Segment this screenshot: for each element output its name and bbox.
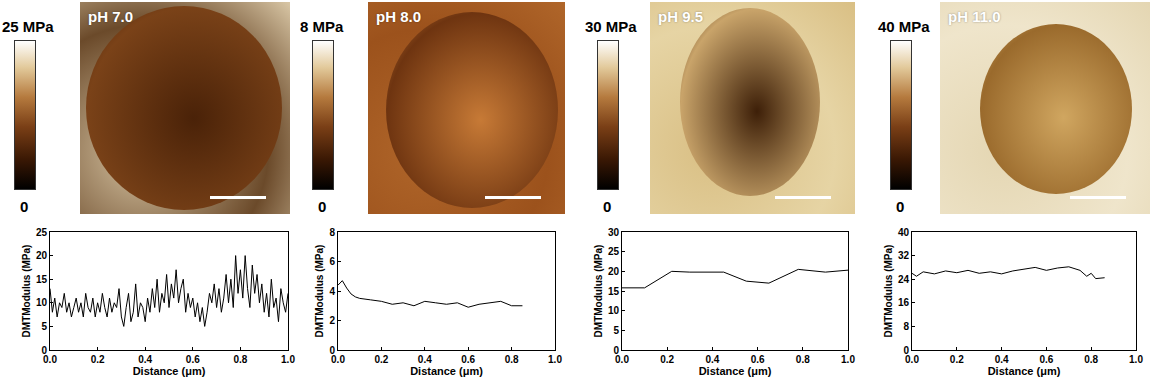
svg-text:0.6: 0.6 xyxy=(1039,354,1053,365)
svg-text:DMTModulus (MPa): DMTModulus (MPa) xyxy=(883,245,894,338)
html-text:pH 7.0: pH 7.0 xyxy=(88,8,133,25)
svg-text:0.0: 0.0 xyxy=(905,354,919,365)
svg-text:Distance (μm): Distance (μm) xyxy=(133,365,206,377)
svg-text:0.8: 0.8 xyxy=(1084,354,1098,365)
svg-text:2: 2 xyxy=(329,315,335,326)
svg-text:Distance (μm): Distance (μm) xyxy=(988,365,1061,377)
svg-text:0.2: 0.2 xyxy=(950,354,964,365)
svg-text:40: 40 xyxy=(898,227,910,238)
svg-text:Distance (μm): Distance (μm) xyxy=(410,365,483,377)
svg-text:DMTModulus (MPa): DMTModulus (MPa) xyxy=(21,245,32,338)
svg-text:0.0: 0.0 xyxy=(43,354,57,365)
svg-text:15: 15 xyxy=(608,286,620,297)
svg-text:0: 0 xyxy=(903,345,909,356)
svg-text:25: 25 xyxy=(608,246,620,257)
svg-text:0.2: 0.2 xyxy=(91,354,105,365)
svg-text:0.6: 0.6 xyxy=(751,354,765,365)
svg-text:0.8: 0.8 xyxy=(233,354,247,365)
svg-text:4: 4 xyxy=(329,286,335,297)
svg-text:0.0: 0.0 xyxy=(615,354,629,365)
svg-text:1.0: 1.0 xyxy=(281,354,295,365)
svg-text:1.0: 1.0 xyxy=(841,354,855,365)
svg-text:5: 5 xyxy=(41,321,47,332)
svg-text:8: 8 xyxy=(329,227,335,238)
svg-text:DMTModulus (MPa): DMTModulus (MPa) xyxy=(314,245,325,338)
html-text:25 MPa: 25 MPa xyxy=(2,18,54,35)
svg-text:1.0: 1.0 xyxy=(548,354,562,365)
svg-text:0.0: 0.0 xyxy=(331,354,345,365)
html-text:pH 11.0: pH 11.0 xyxy=(948,8,1001,25)
svg-text:0.6: 0.6 xyxy=(461,354,475,365)
svg-text:24: 24 xyxy=(898,274,910,285)
svg-text:10: 10 xyxy=(608,305,620,316)
svg-text:0.4: 0.4 xyxy=(418,354,432,365)
svg-text:0: 0 xyxy=(613,345,619,356)
svg-text:8: 8 xyxy=(903,321,909,332)
svg-text:0.8: 0.8 xyxy=(796,354,810,365)
svg-text:0.6: 0.6 xyxy=(186,354,200,365)
html-text:30 MPa: 30 MPa xyxy=(585,18,637,35)
html-text:0: 0 xyxy=(318,198,327,215)
html-text:0: 0 xyxy=(20,198,29,215)
svg-text:0: 0 xyxy=(41,345,47,356)
svg-text:0.4: 0.4 xyxy=(705,354,719,365)
svg-text:32: 32 xyxy=(898,250,910,261)
svg-text:0.2: 0.2 xyxy=(374,354,388,365)
svg-text:30: 30 xyxy=(608,227,620,238)
svg-text:0.4: 0.4 xyxy=(995,354,1009,365)
svg-text:5: 5 xyxy=(613,325,619,336)
svg-text:0.4: 0.4 xyxy=(138,354,152,365)
html-text:40 MPa: 40 MPa xyxy=(878,18,930,35)
svg-text:10: 10 xyxy=(36,297,48,308)
html-text:pH 9.5: pH 9.5 xyxy=(658,8,703,25)
svg-text:6: 6 xyxy=(329,256,335,267)
svg-text:DMTModulus (MPa): DMTModulus (MPa) xyxy=(593,245,604,338)
svg-text:20: 20 xyxy=(608,266,620,277)
html-text:0: 0 xyxy=(896,198,905,215)
svg-text:0.2: 0.2 xyxy=(660,354,674,365)
html-text:8 MPa: 8 MPa xyxy=(300,18,344,35)
svg-text:15: 15 xyxy=(36,274,48,285)
svg-text:20: 20 xyxy=(36,250,48,261)
svg-text:0: 0 xyxy=(329,345,335,356)
svg-text:1.0: 1.0 xyxy=(1129,354,1143,365)
svg-text:25: 25 xyxy=(36,227,48,238)
html-text:0: 0 xyxy=(603,198,612,215)
svg-text:16: 16 xyxy=(898,297,910,308)
svg-text:Distance (μm): Distance (μm) xyxy=(699,365,772,377)
html-text:pH 8.0: pH 8.0 xyxy=(376,8,421,25)
svg-text:0.8: 0.8 xyxy=(505,354,519,365)
